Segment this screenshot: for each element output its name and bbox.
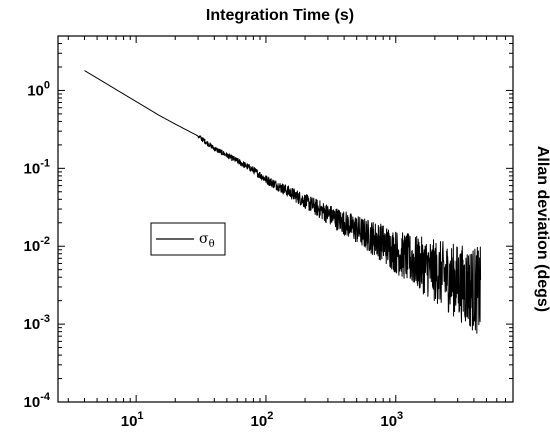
series-line-sigma-theta xyxy=(84,70,482,334)
x-tick-base: 10 xyxy=(380,413,397,430)
y-tick-base: 10 xyxy=(24,160,41,177)
y-tick-base: 10 xyxy=(27,82,44,99)
x-axis-title: Integration Time (s) xyxy=(206,7,354,24)
legend: σθ xyxy=(150,222,226,256)
y-tick-exponent: -4 xyxy=(40,391,51,403)
x-tick-label: 101 xyxy=(121,410,144,430)
y-tick-base: 10 xyxy=(24,316,41,333)
y-tick-exponent: -2 xyxy=(40,235,50,247)
y-tick-base: 10 xyxy=(24,394,41,411)
y-tick-label: 10-1 xyxy=(24,157,50,177)
series-layer xyxy=(84,70,482,334)
x-tick-base: 10 xyxy=(121,413,138,430)
y-tick-label: 10-2 xyxy=(24,235,50,255)
x-tick-exponent: 1 xyxy=(137,410,143,422)
y-axis-title: Allan deviation (degs) xyxy=(534,146,550,312)
x-tick-exponent: 2 xyxy=(267,410,273,422)
x-tick-exponent: 3 xyxy=(397,410,403,422)
x-tick-label: 102 xyxy=(251,410,274,430)
y-tick-label: 100 xyxy=(27,79,50,99)
legend-label: σθ xyxy=(199,231,215,250)
y-tick-label: 10-3 xyxy=(24,313,50,333)
y-tick-exponent: -3 xyxy=(40,313,50,325)
y-tick-exponent: 0 xyxy=(44,79,50,91)
x-tick-base: 10 xyxy=(251,413,268,430)
y-tick-label: 10-4 xyxy=(24,391,51,411)
y-tick-base: 10 xyxy=(24,238,41,255)
legend-subscript: θ xyxy=(209,239,215,250)
ticks-layer xyxy=(58,35,514,403)
legend-sigma: σ xyxy=(199,231,209,247)
plot-frame xyxy=(57,35,514,403)
x-tick-label: 103 xyxy=(380,410,403,430)
y-tick-exponent: -1 xyxy=(40,157,50,169)
